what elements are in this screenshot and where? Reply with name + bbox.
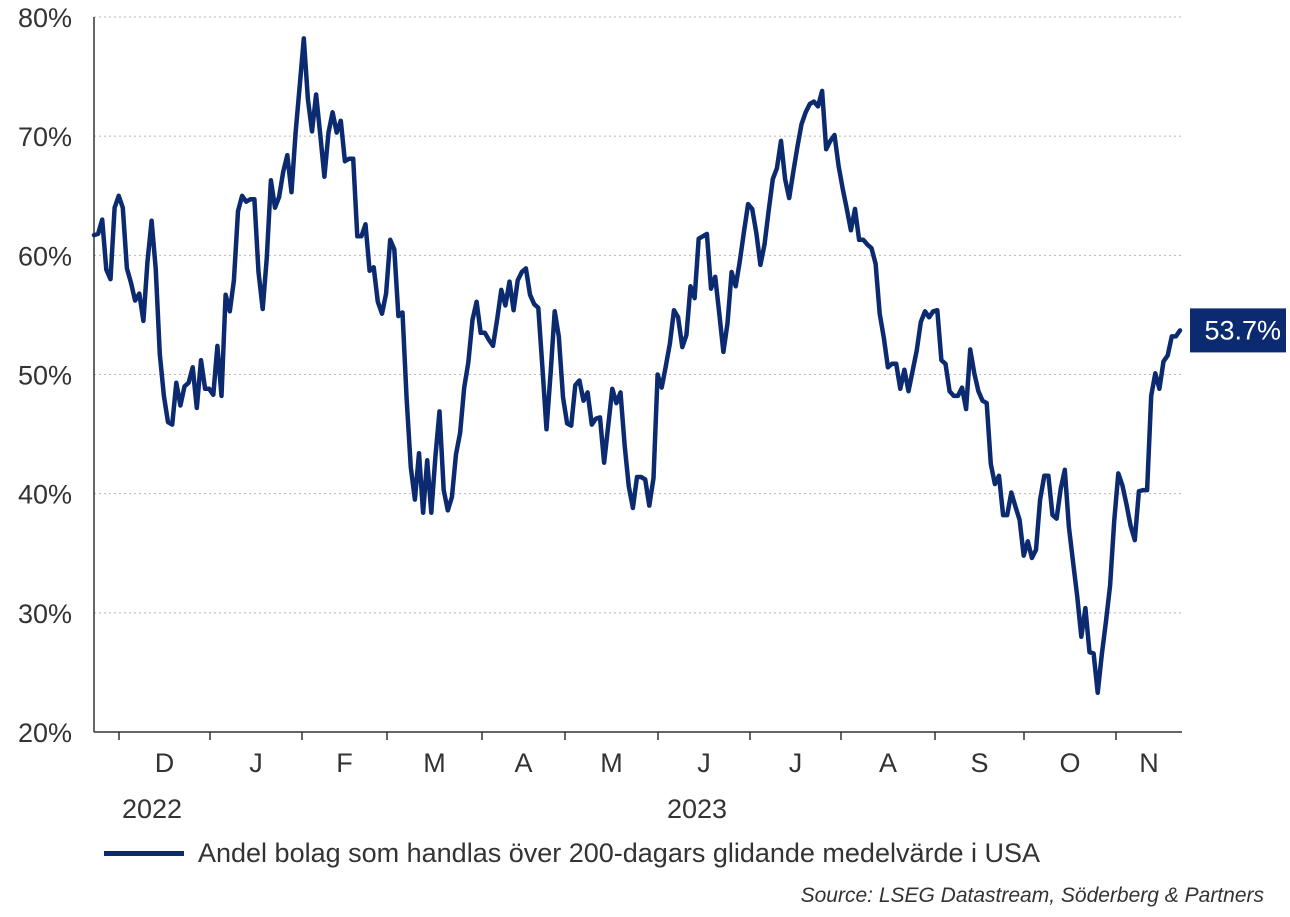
x-axis-ticks bbox=[118, 732, 1117, 740]
x-tick-label: S bbox=[970, 748, 988, 778]
x-tick-label: M bbox=[600, 748, 623, 778]
x-axis-year-labels: 2022 2023 bbox=[122, 794, 727, 824]
year-label: 2023 bbox=[667, 794, 727, 824]
y-tick-label: 60% bbox=[18, 241, 72, 271]
end-value-text: 53.7% bbox=[1204, 315, 1281, 345]
source-note: Source: LSEG Datastream, Söderberg & Par… bbox=[800, 884, 1264, 907]
legend-swatch bbox=[104, 851, 184, 856]
x-tick-label: N bbox=[1139, 748, 1159, 778]
x-tick-label: A bbox=[514, 748, 532, 778]
x-tick-label: F bbox=[336, 748, 353, 778]
y-tick-label: 40% bbox=[18, 480, 72, 510]
y-tick-label: 70% bbox=[18, 122, 72, 152]
end-value-box bbox=[1190, 308, 1286, 353]
x-tick-label: D bbox=[155, 748, 175, 778]
x-tick-label: M bbox=[423, 748, 446, 778]
legend-label: Andel bolag som handlas över 200-dagars … bbox=[198, 838, 1041, 868]
y-tick-label: 80% bbox=[18, 3, 72, 33]
x-tick-label: O bbox=[1059, 748, 1080, 778]
x-tick-label: J bbox=[789, 748, 803, 778]
end-value-label: 53.7% bbox=[1190, 308, 1286, 353]
series-line bbox=[91, 36, 1183, 695]
x-tick-label: J bbox=[249, 748, 263, 778]
y-axis-tick-labels: 20% 30% 40% 50% 60% 70% 80% bbox=[18, 3, 72, 748]
x-tick-label: J bbox=[697, 748, 711, 778]
x-tick-label: A bbox=[879, 748, 897, 778]
year-label: 2022 bbox=[122, 794, 182, 824]
legend: Andel bolag som handlas över 200-dagars … bbox=[104, 838, 1040, 869]
y-tick-label: 50% bbox=[18, 361, 72, 391]
y-tick-label: 20% bbox=[18, 718, 72, 748]
y-tick-label: 30% bbox=[18, 599, 72, 629]
